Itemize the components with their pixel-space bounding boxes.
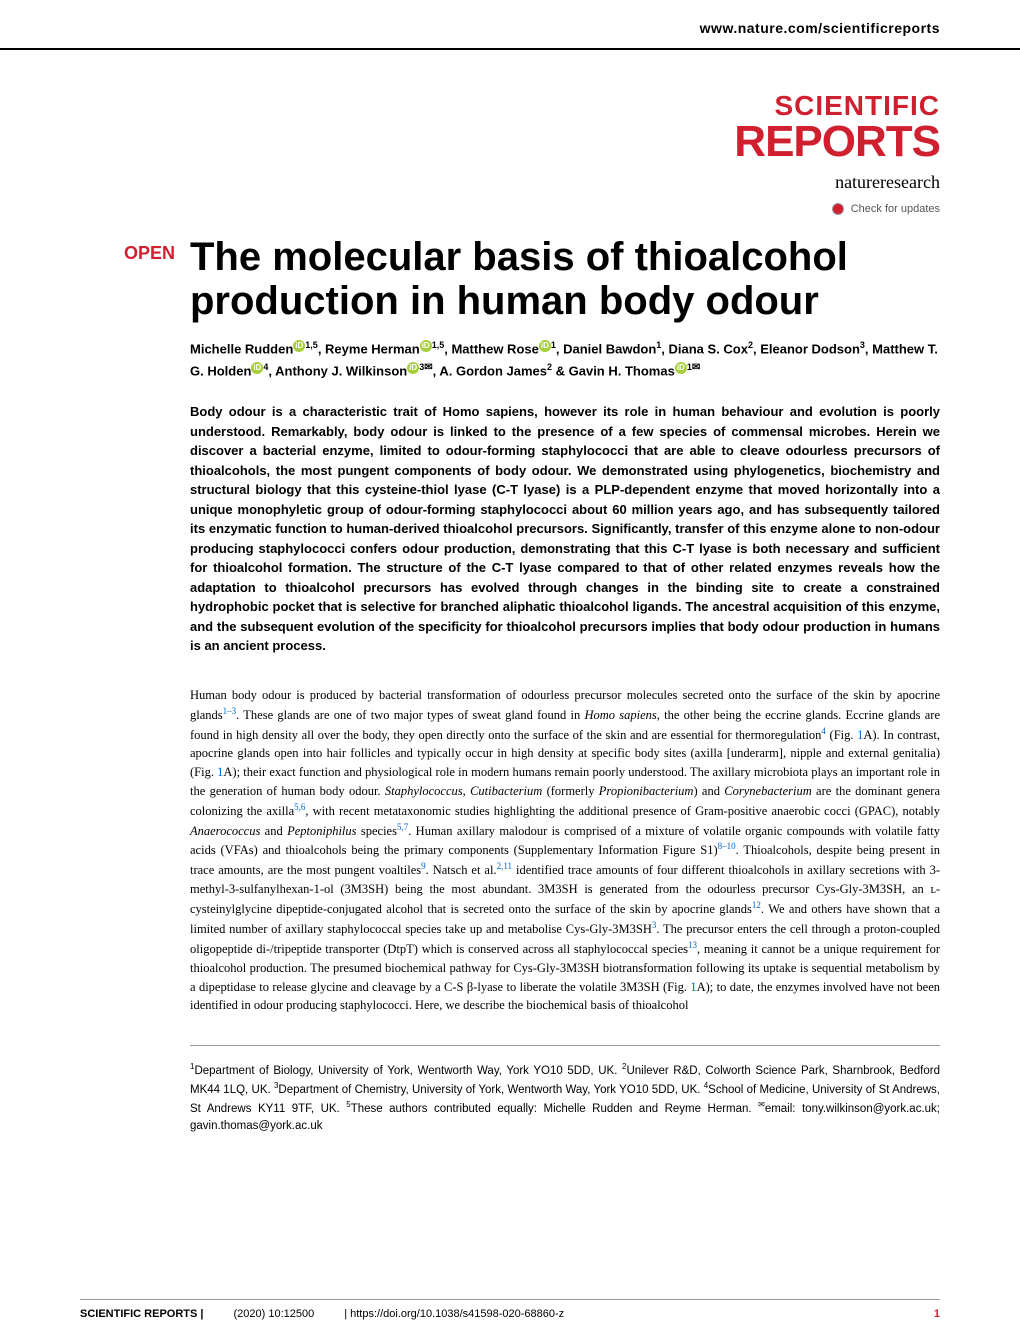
journal-name-reports: REPORTS xyxy=(80,117,940,167)
page-container: www.nature.com/scientificreports SCIENTI… xyxy=(0,0,1020,1340)
page-number: 1 xyxy=(934,1308,940,1320)
journal-branding: SCIENTIFIC REPORTS natureresearch xyxy=(0,90,1020,203)
body-text: Human body odour is produced by bacteria… xyxy=(190,686,940,1015)
journal-nature-research: natureresearch xyxy=(80,172,940,193)
site-url[interactable]: www.nature.com/scientificreports xyxy=(700,20,940,36)
footer-citation: (2020) 10:12500 xyxy=(233,1308,314,1320)
abstract-text: Body odour is a characteristic trait of … xyxy=(190,402,940,656)
affiliations: 1Department of Biology, University of Yo… xyxy=(190,1045,940,1135)
author-list: Michelle RuddeniD1,5, Reyme HermaniD1,5,… xyxy=(190,338,940,382)
right-column: The molecular basis of thioalcohol produ… xyxy=(190,235,940,1135)
footer-journal: SCIENTIFIC REPORTS | xyxy=(80,1308,203,1320)
page-footer: SCIENTIFIC REPORTS | (2020) 10:12500 | h… xyxy=(80,1299,940,1320)
content-columns: OPEN The molecular basis of thioalcohol … xyxy=(0,235,1020,1135)
check-updates-row: Check for updates xyxy=(0,203,1020,235)
footer-doi: | https://doi.org/10.1038/s41598-020-688… xyxy=(344,1308,564,1320)
check-updates-icon[interactable] xyxy=(832,203,844,215)
open-access-badge: OPEN xyxy=(80,235,190,264)
check-updates-label[interactable]: Check for updates xyxy=(851,203,940,215)
footer-left: SCIENTIFIC REPORTS | (2020) 10:12500 | h… xyxy=(80,1308,564,1320)
header-bar: www.nature.com/scientificreports xyxy=(0,0,1020,50)
left-column: OPEN xyxy=(80,235,190,1135)
article-title: The molecular basis of thioalcohol produ… xyxy=(190,235,940,323)
